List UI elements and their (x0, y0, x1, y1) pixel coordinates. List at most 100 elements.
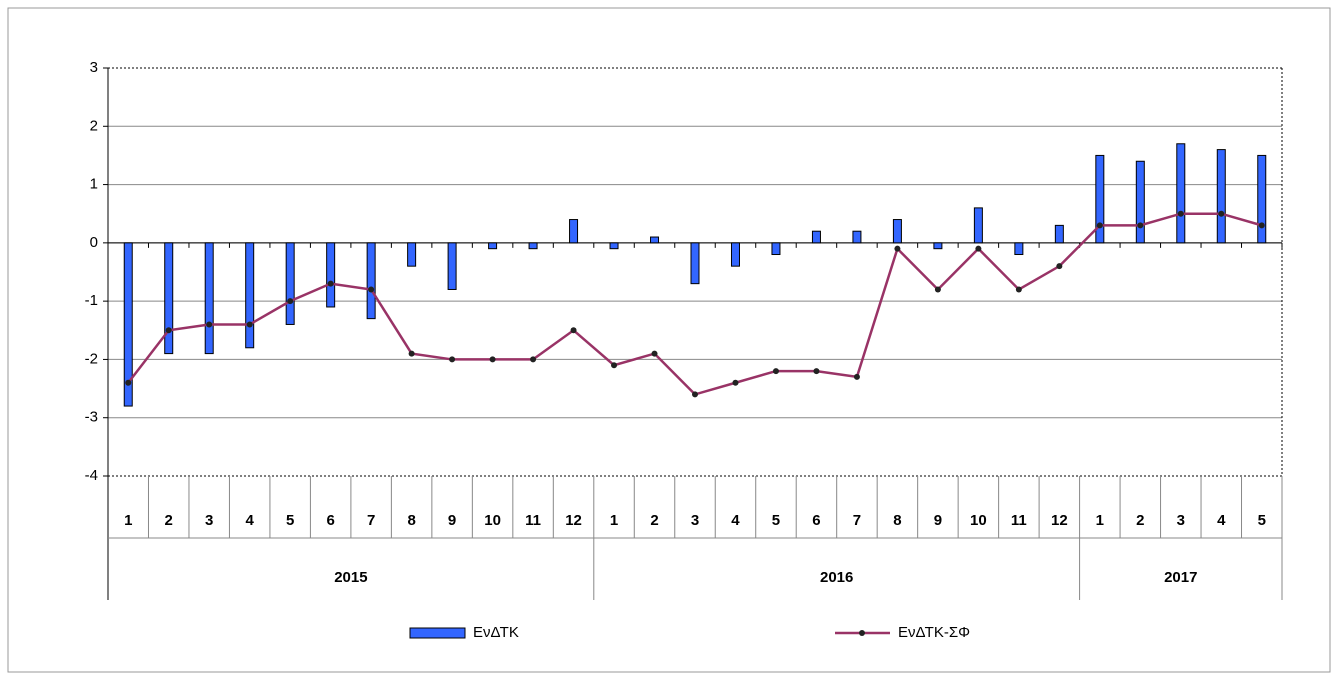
bar (730, 242, 740, 267)
line-marker (894, 245, 901, 252)
line-marker (125, 379, 132, 386)
line-marker (1096, 222, 1103, 229)
x-tick-label: 4 (246, 512, 255, 529)
bar (811, 230, 821, 244)
x-tick-label: 6 (326, 512, 334, 529)
line-marker (165, 327, 172, 334)
x-tick-label: 9 (934, 512, 942, 529)
line-marker (772, 368, 779, 375)
legend-label: ΕνΔΤΚ-ΣΦ (898, 624, 970, 641)
x-tick-label: 10 (970, 512, 987, 529)
x-tick-label: 5 (1258, 512, 1266, 529)
x-tick-label: 2 (1136, 512, 1144, 529)
legend-swatch (859, 630, 865, 636)
y-tick-label: -2 (85, 350, 98, 367)
y-tick-label: -1 (85, 292, 98, 309)
line-marker (408, 350, 415, 357)
bar (1135, 160, 1145, 244)
group-label: 2017 (1164, 569, 1197, 586)
x-tick-label: 12 (1051, 512, 1068, 529)
x-tick-label: 11 (1011, 512, 1027, 529)
x-tick-label: 9 (448, 512, 456, 529)
line-marker (611, 362, 618, 369)
bar (771, 242, 781, 256)
line-marker (732, 379, 739, 386)
bar (1257, 154, 1267, 244)
legend-label: ΕνΔΤΚ (473, 624, 519, 641)
group-label: 2015 (334, 569, 367, 586)
x-tick-label: 7 (853, 512, 861, 529)
line-marker (1056, 263, 1063, 270)
bar (1014, 242, 1024, 256)
group-label: 2016 (820, 569, 853, 586)
line-marker (1218, 210, 1225, 217)
bar (690, 242, 700, 285)
bar (528, 242, 538, 250)
y-tick-label: -3 (85, 409, 98, 426)
line-marker (327, 280, 334, 287)
y-tick-label: 0 (90, 234, 98, 251)
line-marker (287, 298, 294, 305)
x-tick-label: 4 (1217, 512, 1226, 529)
line-marker (1258, 222, 1265, 229)
y-tick-label: 2 (90, 117, 98, 134)
bar (245, 242, 255, 349)
bar (366, 242, 376, 320)
bar (1176, 143, 1186, 244)
line-marker (368, 286, 375, 293)
x-tick-label: 2 (165, 512, 173, 529)
line-marker (692, 391, 698, 398)
x-tick-label: 8 (893, 512, 901, 529)
x-tick-label: 4 (731, 512, 740, 529)
x-tick-label: 2 (650, 512, 658, 529)
line-marker (206, 321, 213, 328)
x-tick-label: 12 (565, 512, 582, 529)
x-tick-label: 3 (1177, 512, 1185, 529)
line-marker (246, 321, 253, 328)
bar (285, 242, 295, 325)
x-tick-label: 3 (205, 512, 213, 529)
y-tick-label: 3 (90, 59, 98, 76)
bar (447, 242, 457, 290)
chart-frame (7, 7, 1331, 673)
line-marker (1015, 286, 1022, 293)
x-tick-label: 11 (525, 512, 541, 529)
bar (1054, 224, 1064, 244)
x-tick-label: 1 (610, 512, 618, 529)
bar (164, 242, 174, 355)
bar (204, 242, 214, 355)
line-marker (449, 356, 456, 363)
x-tick-label: 1 (124, 512, 132, 529)
line-marker (975, 245, 982, 252)
bar (892, 219, 902, 244)
line-marker (1137, 222, 1144, 229)
line-marker (853, 373, 860, 380)
bar (488, 242, 498, 250)
bar (852, 230, 862, 244)
bar (407, 242, 417, 267)
line-marker (570, 327, 577, 334)
x-tick-label: 10 (484, 512, 501, 529)
x-tick-label: 7 (367, 512, 375, 529)
bar (123, 242, 133, 407)
line-marker (934, 286, 941, 293)
bar (569, 219, 579, 244)
bar (326, 242, 336, 308)
x-tick-label: 3 (691, 512, 699, 529)
bar (1095, 154, 1105, 244)
bar (933, 242, 943, 250)
bar (1216, 149, 1226, 244)
bar (650, 236, 660, 244)
bar (609, 242, 619, 250)
line-marker (1177, 210, 1184, 217)
bar (973, 207, 983, 244)
x-tick-label: 6 (812, 512, 820, 529)
x-tick-label: 1 (1096, 512, 1104, 529)
x-tick-label: 8 (407, 512, 415, 529)
line-marker (489, 356, 496, 363)
line-marker (651, 350, 658, 357)
line-marker (813, 368, 820, 375)
legend-swatch (409, 627, 466, 639)
y-tick-label: -4 (85, 467, 98, 484)
